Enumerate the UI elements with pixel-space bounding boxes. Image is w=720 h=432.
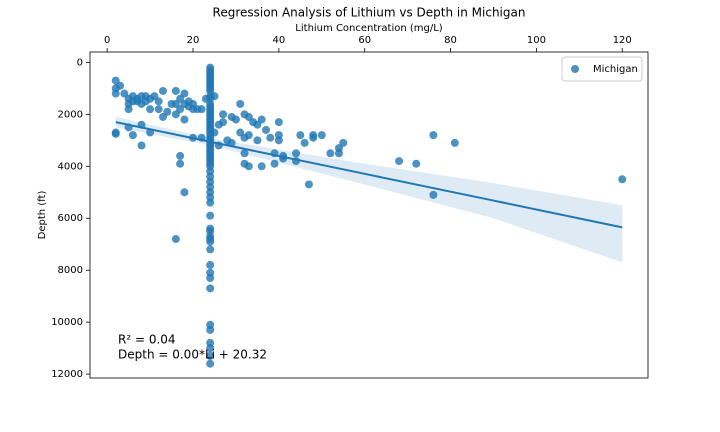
point (206, 198, 215, 207)
y-tick-label: 4000 (58, 161, 83, 172)
point (412, 159, 421, 168)
point (116, 81, 125, 90)
legend-marker (571, 65, 579, 73)
point (304, 180, 313, 189)
regression-line (115, 121, 623, 229)
point (137, 141, 146, 150)
point (180, 89, 189, 98)
point (163, 107, 172, 116)
point (206, 245, 215, 254)
point (274, 136, 283, 145)
point (176, 151, 185, 160)
axes-frame (89, 51, 649, 379)
point (206, 325, 215, 334)
point (257, 162, 266, 171)
point (219, 110, 228, 119)
point (317, 131, 326, 140)
point (206, 211, 215, 220)
point (158, 86, 167, 95)
annotation: R² = 0.04 (118, 333, 176, 347)
point (395, 157, 404, 166)
point (180, 115, 189, 124)
point (154, 97, 163, 106)
y-tick-label: 6000 (58, 213, 83, 224)
point (206, 344, 215, 353)
point (274, 118, 283, 127)
confidence-band (115, 116, 623, 263)
x-axis-label: Lithium Concentration (mg/L) (295, 23, 442, 34)
point (244, 131, 253, 140)
point (236, 99, 245, 108)
y-tick-label: 10000 (51, 317, 83, 328)
point (176, 159, 185, 168)
annotation: Depth = 0.00*Li + 20.32 (118, 348, 267, 362)
point (257, 115, 266, 124)
point (618, 175, 627, 184)
legend-box (561, 56, 643, 82)
y-tick-label: 0 (77, 57, 83, 68)
point (206, 351, 215, 360)
x-tick-label: 20 (187, 35, 200, 46)
point (206, 273, 215, 282)
y-axis-label: Depth (ft) (37, 191, 48, 240)
point (292, 149, 301, 158)
point (128, 131, 137, 140)
point (111, 129, 120, 138)
point (296, 131, 305, 140)
point (111, 89, 120, 98)
chart-title: Regression Analysis of Lithium vs Depth … (213, 6, 526, 20)
point (261, 125, 270, 134)
point (270, 159, 279, 168)
y-tick-label: 2000 (58, 109, 83, 120)
point (266, 133, 275, 142)
legend-label: Michigan (593, 64, 638, 75)
point (240, 149, 249, 158)
point (171, 86, 180, 95)
point (206, 284, 215, 293)
point (206, 237, 215, 246)
x-tick-label: 80 (444, 35, 457, 46)
x-tick-label: 60 (358, 35, 371, 46)
y-tick-label: 12000 (51, 369, 83, 380)
point (231, 115, 240, 124)
point (253, 136, 262, 145)
point (206, 359, 215, 368)
point (206, 261, 215, 270)
x-tick-label: 40 (272, 35, 285, 46)
point (450, 138, 459, 147)
point (124, 105, 133, 114)
point (146, 105, 155, 114)
point (326, 149, 335, 158)
point (309, 133, 318, 142)
point (219, 118, 228, 127)
point (429, 131, 438, 140)
point (300, 138, 309, 147)
point (197, 105, 206, 114)
point (171, 235, 180, 244)
point (180, 188, 189, 197)
y-tick-label: 8000 (58, 265, 83, 276)
x-tick-label: 100 (527, 35, 546, 46)
point (429, 190, 438, 199)
point (339, 138, 348, 147)
x-tick-label: 0 (104, 35, 110, 46)
point (334, 149, 343, 158)
point (244, 162, 253, 171)
x-tick-label: 120 (613, 35, 632, 46)
point (154, 105, 163, 114)
plot-area (111, 63, 627, 368)
